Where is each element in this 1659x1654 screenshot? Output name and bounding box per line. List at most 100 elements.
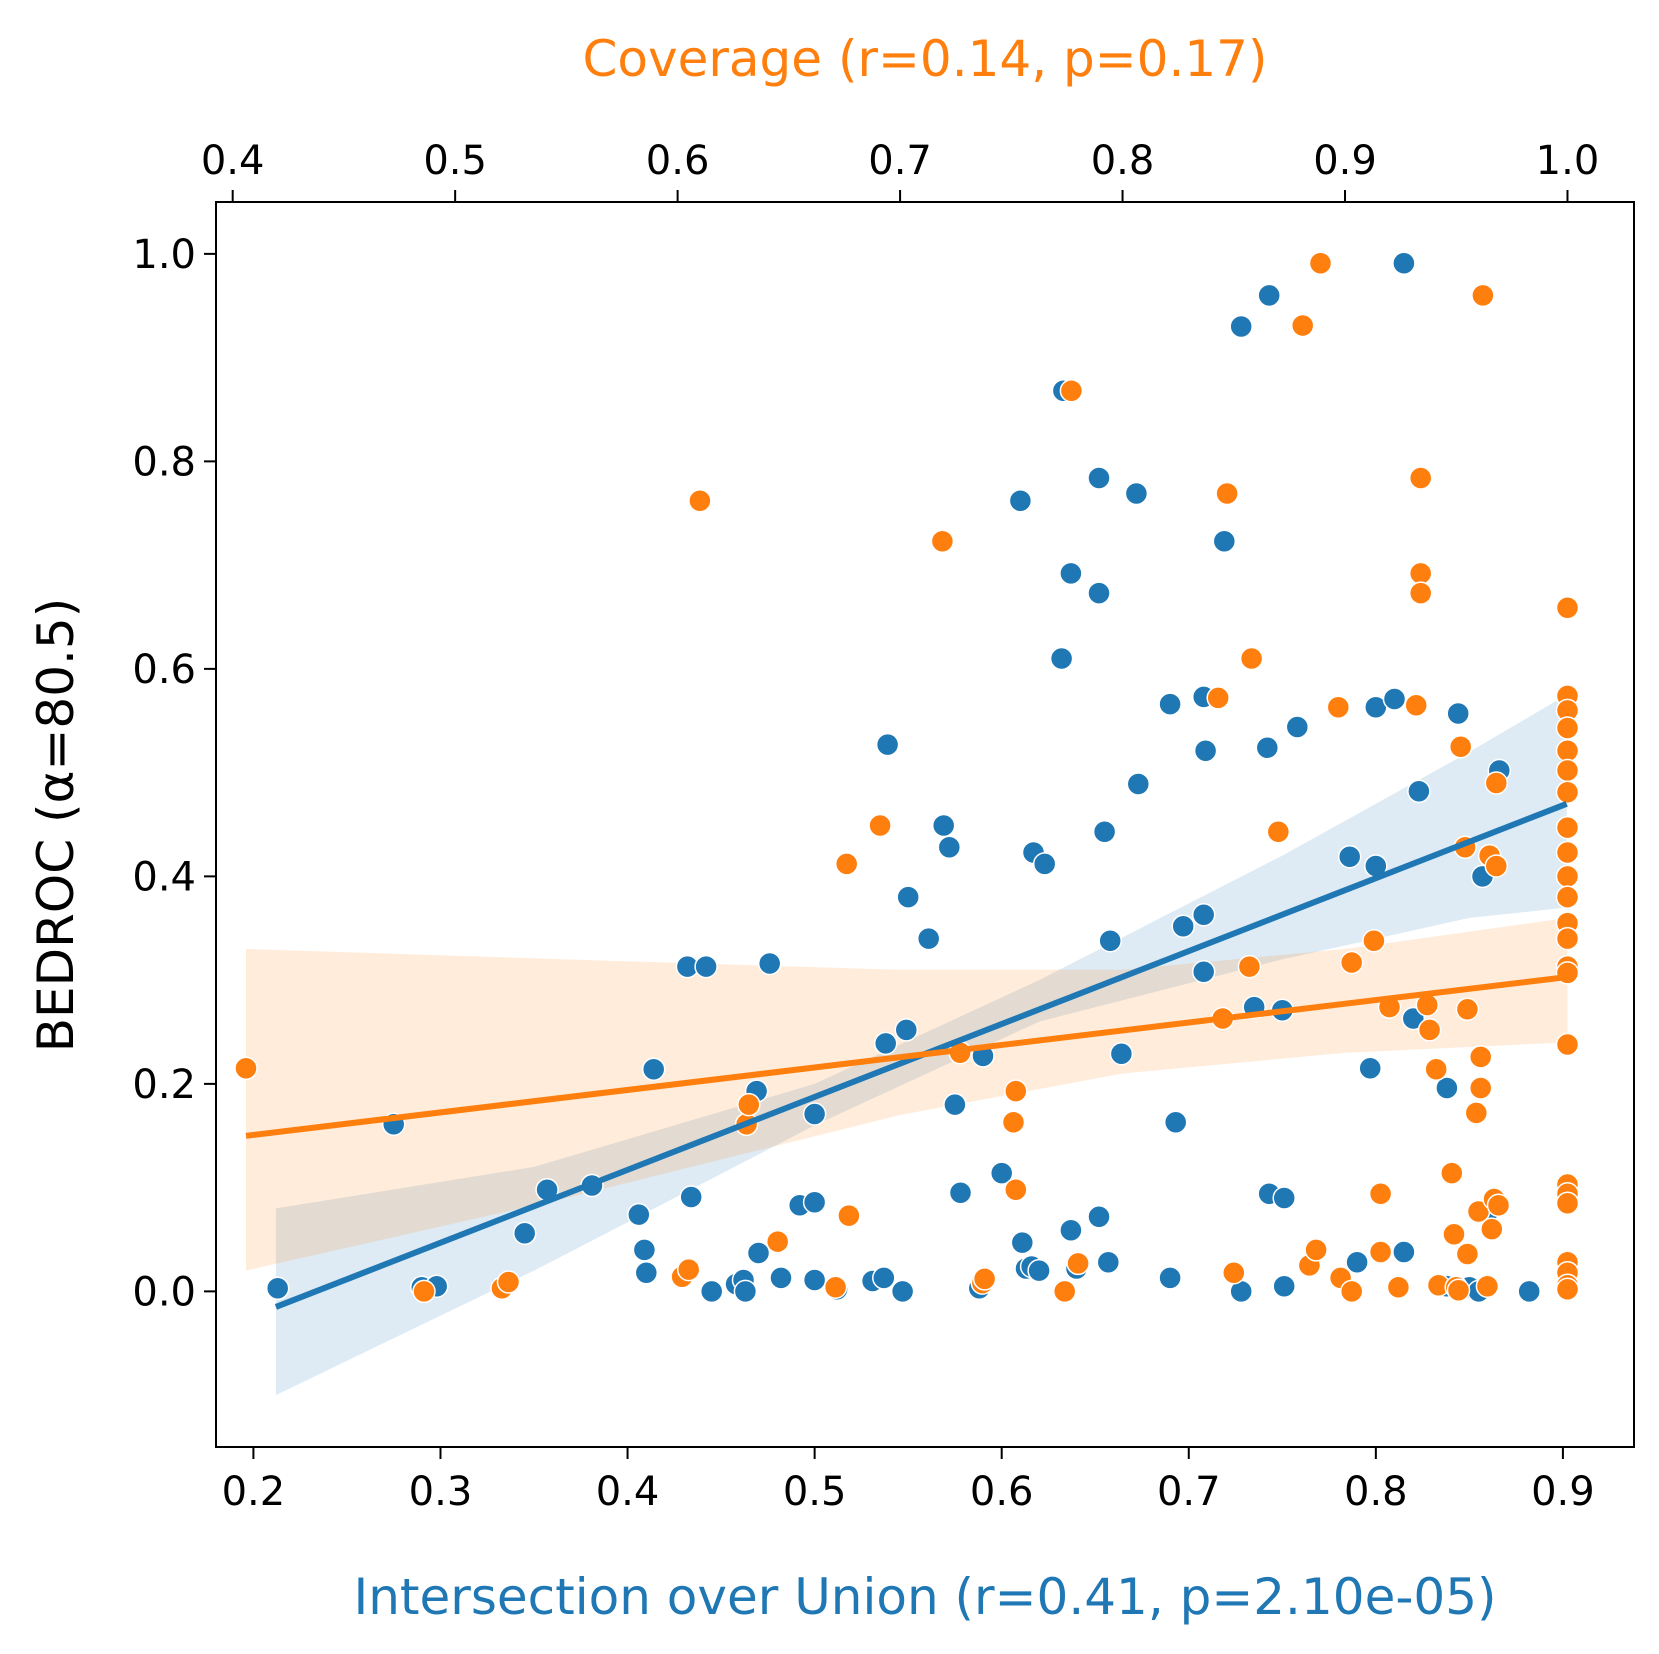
data-point-iou	[1008, 489, 1033, 513]
data-point-iou	[1126, 772, 1151, 796]
data-point-coverage	[1555, 1191, 1580, 1215]
data-point-iou	[802, 1268, 827, 1292]
data-point-coverage	[1424, 1057, 1448, 1082]
data-point-coverage	[1555, 1032, 1580, 1057]
top-tick-label: 0.7	[868, 138, 932, 184]
data-point-coverage	[1555, 815, 1580, 840]
data-point-iou	[679, 1185, 703, 1209]
data-point-coverage	[1555, 885, 1580, 909]
data-point-coverage	[1455, 1242, 1480, 1266]
data-point-coverage	[1237, 954, 1262, 979]
data-point-coverage	[1468, 1076, 1493, 1100]
data-point-iou	[1191, 903, 1216, 927]
data-point-iou	[699, 1279, 724, 1304]
data-point-iou	[1191, 960, 1216, 984]
data-point-iou	[627, 1202, 651, 1227]
data-point-coverage	[972, 1267, 997, 1291]
data-point-coverage	[1417, 1018, 1442, 1042]
data-point-iou	[757, 951, 782, 976]
data-point-iou	[1098, 928, 1122, 953]
regression-lines	[245, 801, 1568, 1310]
data-point-iou	[1171, 914, 1195, 938]
data-point-iou	[872, 1266, 896, 1290]
data-point-iou	[948, 1181, 973, 1205]
data-point-iou	[1158, 1266, 1182, 1290]
data-point-iou	[1193, 739, 1218, 763]
data-point-coverage	[1308, 251, 1333, 275]
data-point-iou	[1087, 1204, 1111, 1229]
data-point-iou	[1087, 466, 1111, 490]
data-point-coverage	[1066, 1251, 1090, 1276]
data-point-coverage	[737, 1092, 761, 1117]
data-point-iou	[1285, 715, 1310, 739]
top-tick-label: 0.9	[1313, 138, 1377, 184]
data-point-coverage	[1555, 780, 1580, 805]
data-point-coverage	[1555, 1277, 1580, 1302]
data-point-coverage	[765, 1229, 790, 1254]
data-point-coverage	[1484, 771, 1509, 795]
data-point-iou	[989, 1161, 1014, 1185]
data-point-coverage	[837, 1203, 861, 1228]
data-point-coverage	[688, 489, 712, 513]
data-point-iou	[1096, 1250, 1121, 1275]
bottom-tick-label: 0.7	[1157, 1469, 1221, 1515]
top-tick-label: 1.0	[1536, 138, 1600, 184]
data-point-iou	[937, 835, 962, 860]
data-point-coverage	[1408, 561, 1433, 586]
data-point-iou	[802, 1102, 827, 1126]
bottom-tick-label: 0.9	[1531, 1469, 1595, 1515]
data-point-iou	[1407, 779, 1431, 804]
data-point-iou	[733, 1279, 758, 1304]
data-point-coverage	[1486, 1193, 1511, 1218]
plot-frame	[215, 201, 1635, 1448]
data-point-iou	[634, 1260, 659, 1285]
data-point-coverage	[1368, 1240, 1393, 1264]
data-point-iou	[641, 1057, 666, 1082]
data-point-coverage	[1468, 1045, 1493, 1069]
data-point-coverage	[1555, 926, 1580, 951]
data-point-iou	[1517, 1279, 1541, 1304]
data-point-coverage	[1266, 820, 1291, 844]
bottom-axis-title: Intersection over Union (r=0.41, p=2.10e…	[353, 1568, 1496, 1626]
y-tick-label: 1.0	[132, 232, 196, 278]
data-point-iou	[1446, 701, 1470, 726]
data-point-iou	[1059, 1218, 1083, 1242]
data-point-iou	[890, 1279, 915, 1304]
data-point-coverage	[1222, 1260, 1246, 1285]
data-point-coverage	[1555, 864, 1580, 889]
data-point-coverage	[1059, 379, 1084, 403]
confidence-band-iou	[275, 694, 1567, 1396]
data-point-iou	[746, 1241, 771, 1265]
data-point-iou	[1272, 1274, 1296, 1298]
data-point-coverage	[1475, 1274, 1500, 1298]
y-tick-label: 0.4	[132, 854, 196, 900]
data-point-coverage	[1206, 686, 1230, 710]
axis-ticks: 0.0 0.2 0.4 0.6 0.8 1.0 0.2 0.3 0.4 0.5 0.6 0.7 0.8 0…	[132, 138, 1599, 1515]
y-tick-label: 0.2	[132, 1062, 196, 1108]
data-point-iou	[1392, 1240, 1416, 1264]
bottom-tick-label: 0.5	[783, 1469, 847, 1515]
top-axis-title: Coverage (r=0.14, p=0.17)	[583, 30, 1268, 88]
top-tick-label: 0.5	[423, 138, 487, 184]
data-point-coverage	[1464, 1101, 1489, 1125]
confidence-bands	[246, 694, 1568, 1396]
data-point-iou	[1358, 1056, 1382, 1081]
data-point-coverage	[1326, 695, 1351, 720]
data-point-coverage	[1404, 693, 1428, 717]
data-point-iou	[694, 954, 718, 979]
data-point-iou	[632, 1238, 657, 1262]
data-point-coverage	[1448, 734, 1473, 759]
data-point-coverage	[1555, 840, 1580, 865]
data-point-coverage	[234, 1056, 258, 1081]
data-point-iou	[1272, 1186, 1296, 1210]
data-point-coverage	[412, 1279, 436, 1304]
data-point-coverage	[1386, 1275, 1411, 1299]
data-point-iou	[1345, 1250, 1369, 1275]
data-point-coverage	[1004, 1079, 1028, 1103]
data-point-coverage	[1442, 1222, 1466, 1247]
data-point-iou	[931, 813, 956, 838]
data-point-coverage	[823, 1275, 848, 1299]
data-point-coverage	[1408, 466, 1433, 490]
